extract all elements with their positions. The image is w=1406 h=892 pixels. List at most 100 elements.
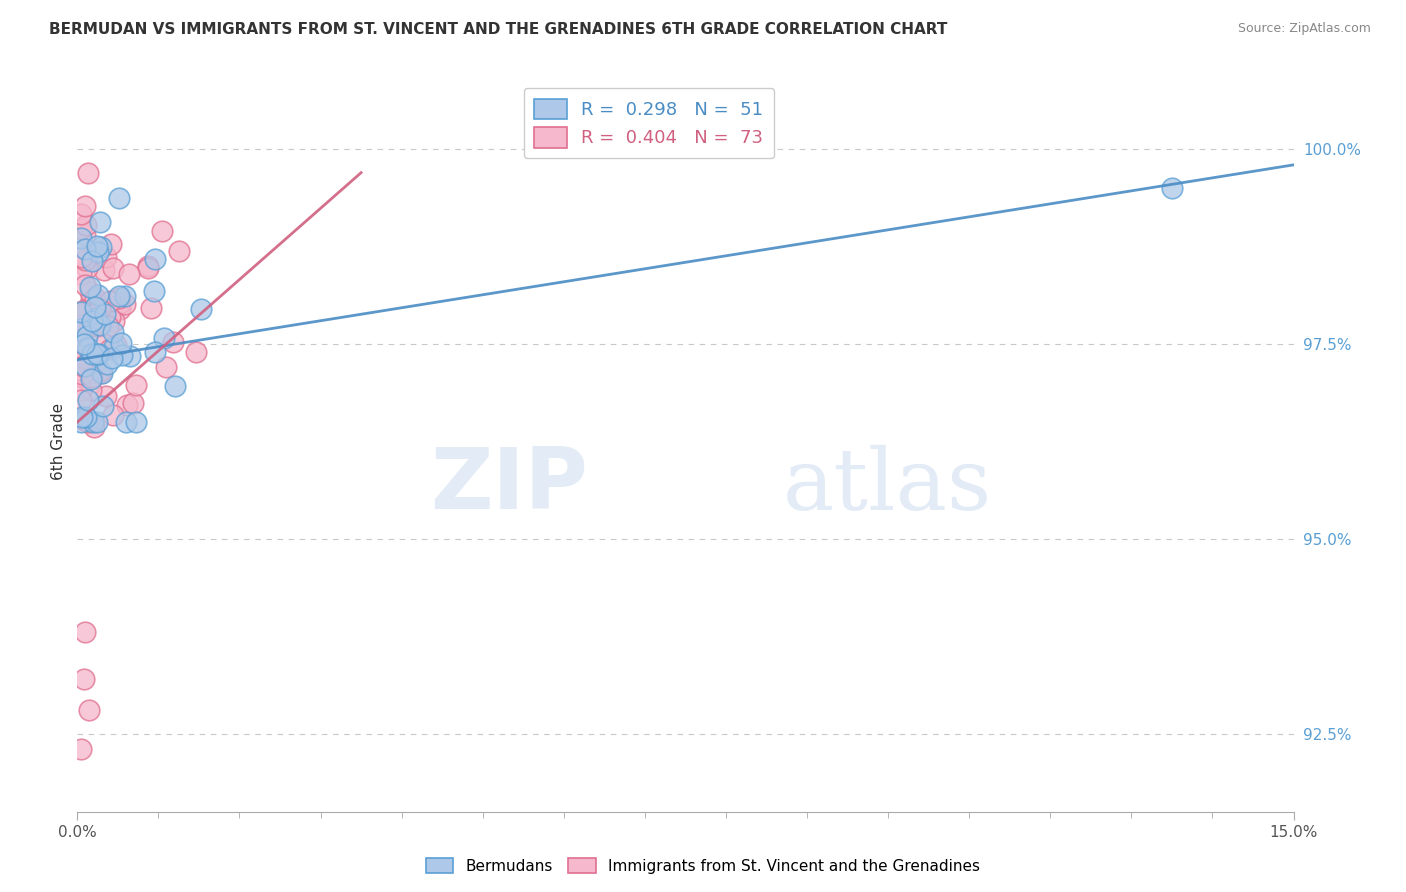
Point bbox=[91, 399, 114, 413]
Point bbox=[83, 291, 105, 305]
Point bbox=[98, 310, 121, 324]
Point bbox=[93, 337, 115, 351]
Point bbox=[75, 218, 97, 232]
Point bbox=[75, 410, 97, 425]
Point bbox=[83, 301, 105, 315]
Point bbox=[70, 267, 93, 281]
Point bbox=[98, 294, 121, 309]
Point bbox=[108, 301, 131, 316]
Point bbox=[190, 302, 212, 317]
Point bbox=[100, 236, 122, 251]
Point bbox=[77, 415, 100, 429]
Point bbox=[70, 332, 93, 346]
Point bbox=[79, 703, 101, 717]
Y-axis label: 6th Grade: 6th Grade bbox=[51, 403, 66, 480]
Point bbox=[79, 285, 101, 300]
Point bbox=[89, 364, 111, 378]
Point bbox=[70, 348, 93, 362]
Point bbox=[70, 230, 93, 244]
Point bbox=[94, 250, 117, 264]
Point bbox=[153, 331, 176, 345]
Point bbox=[70, 383, 93, 397]
Point bbox=[82, 415, 104, 429]
Point bbox=[79, 293, 101, 308]
Text: BERMUDAN VS IMMIGRANTS FROM ST. VINCENT AND THE GRENADINES 6TH GRADE CORRELATION: BERMUDAN VS IMMIGRANTS FROM ST. VINCENT … bbox=[49, 22, 948, 37]
Point bbox=[86, 415, 108, 429]
Point bbox=[75, 252, 97, 267]
Point bbox=[79, 279, 101, 293]
Point bbox=[73, 412, 96, 426]
Point bbox=[70, 415, 93, 429]
Point bbox=[70, 343, 93, 358]
Point bbox=[70, 303, 93, 318]
Point bbox=[75, 277, 97, 292]
Point bbox=[125, 378, 148, 392]
Legend: R =  0.298   N =  51, R =  0.404   N =  73: R = 0.298 N = 51, R = 0.404 N = 73 bbox=[523, 87, 775, 159]
Point bbox=[70, 222, 93, 236]
Point bbox=[76, 304, 98, 318]
Legend: Bermudans, Immigrants from St. Vincent and the Grenadines: Bermudans, Immigrants from St. Vincent a… bbox=[420, 852, 986, 880]
Point bbox=[155, 360, 177, 375]
Point bbox=[143, 252, 166, 266]
Point bbox=[70, 742, 93, 756]
Point bbox=[82, 314, 104, 328]
Point bbox=[105, 338, 128, 352]
Point bbox=[73, 243, 96, 257]
Point bbox=[70, 370, 93, 384]
Text: atlas: atlas bbox=[783, 444, 991, 527]
Point bbox=[76, 261, 98, 276]
Point bbox=[86, 306, 108, 320]
Point bbox=[111, 348, 134, 362]
Point bbox=[75, 301, 97, 316]
Point bbox=[101, 351, 124, 365]
Point bbox=[103, 340, 125, 354]
Point bbox=[97, 318, 120, 333]
Point bbox=[101, 408, 124, 422]
Point bbox=[75, 198, 97, 212]
Point bbox=[163, 378, 186, 392]
Point bbox=[75, 625, 97, 640]
Point bbox=[186, 345, 208, 359]
Point bbox=[89, 302, 111, 317]
Point bbox=[96, 357, 118, 371]
Point bbox=[86, 319, 108, 334]
Text: Source: ZipAtlas.com: Source: ZipAtlas.com bbox=[1237, 22, 1371, 36]
Point bbox=[84, 366, 107, 380]
Point bbox=[110, 335, 132, 350]
Point bbox=[89, 347, 111, 361]
Point bbox=[162, 334, 184, 349]
Point bbox=[121, 396, 143, 410]
Point bbox=[79, 320, 101, 334]
Point bbox=[108, 291, 131, 305]
Point bbox=[169, 244, 191, 258]
Point bbox=[96, 389, 118, 403]
Point bbox=[93, 263, 115, 277]
Point bbox=[114, 289, 136, 303]
Point bbox=[115, 415, 138, 429]
Point bbox=[103, 325, 125, 339]
Point bbox=[143, 284, 166, 298]
Point bbox=[89, 215, 111, 229]
Text: ZIP: ZIP bbox=[430, 444, 588, 527]
Point bbox=[125, 415, 148, 429]
Point bbox=[82, 347, 104, 361]
Point bbox=[87, 288, 110, 302]
Point bbox=[86, 346, 108, 360]
Point bbox=[70, 250, 93, 264]
Point bbox=[82, 254, 104, 268]
Point bbox=[70, 322, 93, 336]
Point bbox=[80, 369, 103, 384]
Point bbox=[90, 366, 112, 380]
Point bbox=[138, 260, 160, 275]
Point bbox=[115, 398, 138, 412]
Point bbox=[83, 420, 105, 434]
Point bbox=[120, 349, 142, 363]
Point bbox=[118, 267, 141, 281]
Point bbox=[90, 240, 112, 254]
Point bbox=[89, 318, 111, 333]
Point bbox=[108, 191, 131, 205]
Point bbox=[114, 297, 136, 311]
Point bbox=[70, 392, 93, 407]
Point bbox=[73, 351, 96, 365]
Point bbox=[136, 259, 159, 273]
